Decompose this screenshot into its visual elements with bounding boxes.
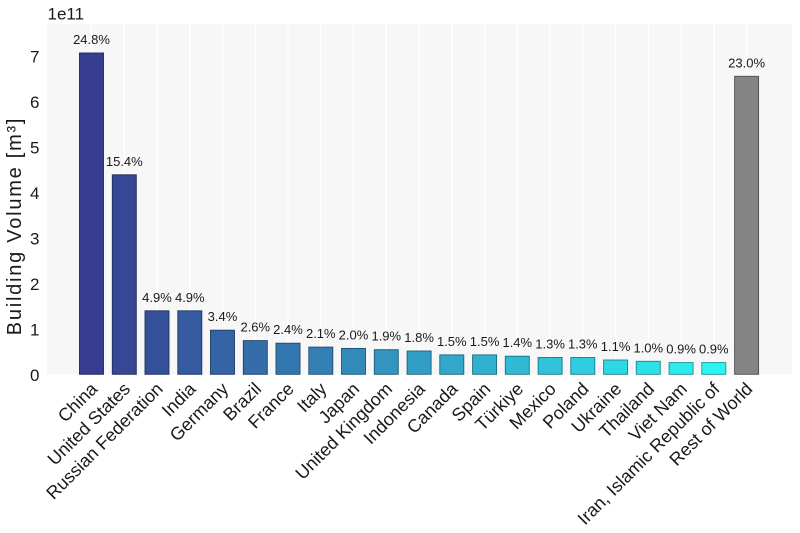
svg-text:2.6%: 2.6%	[240, 320, 270, 335]
svg-text:Building Volume [m³]: Building Volume [m³]	[4, 117, 26, 335]
svg-text:2.4%: 2.4%	[273, 322, 303, 337]
svg-text:0.9%: 0.9%	[699, 342, 729, 357]
svg-text:4.9%: 4.9%	[142, 290, 172, 305]
svg-text:1.4%: 1.4%	[502, 335, 532, 350]
svg-text:1.3%: 1.3%	[568, 337, 598, 352]
svg-text:1: 1	[30, 320, 39, 339]
svg-text:1.8%: 1.8%	[404, 330, 434, 345]
svg-text:0.9%: 0.9%	[666, 342, 696, 357]
svg-text:1.0%: 1.0%	[633, 340, 663, 355]
svg-text:4: 4	[30, 184, 39, 203]
svg-text:15.4%: 15.4%	[106, 154, 143, 169]
svg-text:1.3%: 1.3%	[535, 337, 565, 352]
svg-text:3.4%: 3.4%	[208, 309, 238, 324]
svg-text:6: 6	[30, 93, 39, 112]
svg-text:24.8%: 24.8%	[73, 32, 110, 47]
svg-text:1.9%: 1.9%	[371, 329, 401, 344]
svg-text:23.0%: 23.0%	[728, 55, 765, 70]
svg-text:1e11: 1e11	[48, 5, 85, 24]
svg-text:2: 2	[30, 275, 39, 294]
svg-text:2.0%: 2.0%	[339, 327, 369, 342]
svg-text:2.1%: 2.1%	[306, 326, 336, 341]
svg-text:5: 5	[30, 139, 39, 158]
svg-text:4.9%: 4.9%	[175, 290, 205, 305]
svg-text:1.5%: 1.5%	[470, 334, 500, 349]
svg-text:1.1%: 1.1%	[601, 339, 631, 354]
svg-text:0: 0	[30, 366, 39, 385]
svg-text:7: 7	[30, 48, 39, 67]
svg-text:3: 3	[30, 230, 39, 249]
svg-text:1.5%: 1.5%	[437, 334, 467, 349]
